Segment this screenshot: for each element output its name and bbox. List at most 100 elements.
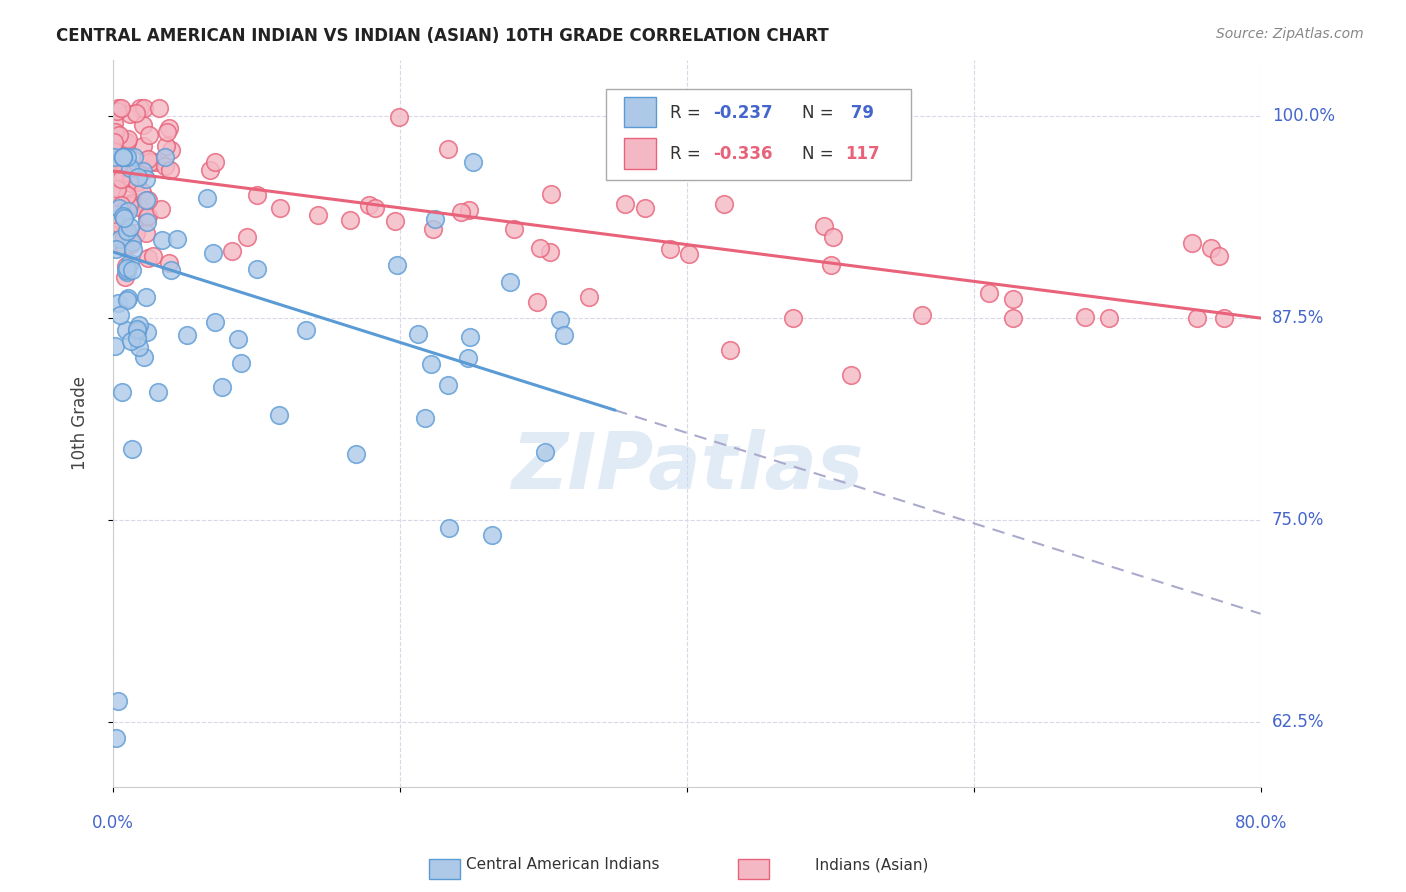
Point [111, 209, 134, 223]
Point [143, 155, 166, 169]
Point [339, 212, 361, 227]
Point [540, 187, 562, 202]
Point [120, 196, 142, 211]
Point [150, 233, 173, 247]
Point [236, 230, 259, 244]
Point [103, 233, 125, 247]
Point [121, 161, 143, 175]
Point [112, 239, 135, 253]
Point [1074, 310, 1097, 324]
Point [135, 194, 157, 208]
Point [820, 258, 842, 272]
Point [104, 143, 127, 157]
Text: 80.0%: 80.0% [1234, 814, 1286, 832]
Point [115, 224, 138, 238]
Point [138, 251, 160, 265]
Point [135, 211, 157, 225]
Point [437, 142, 460, 156]
Point [153, 149, 176, 163]
Point [105, 731, 128, 746]
Point [108, 232, 131, 246]
Point [138, 209, 160, 223]
Point [364, 201, 387, 215]
Point [112, 149, 135, 163]
Point [1181, 235, 1204, 250]
Point [195, 191, 218, 205]
Point [128, 200, 150, 214]
Point [1098, 311, 1121, 326]
Point [159, 162, 181, 177]
Point [122, 149, 145, 163]
Point [124, 195, 146, 210]
FancyBboxPatch shape [606, 88, 911, 179]
Point [124, 226, 146, 240]
Text: ZIPatlas: ZIPatlas [510, 429, 863, 505]
Point [578, 290, 600, 304]
Point [107, 163, 129, 178]
Point [114, 262, 136, 277]
Point [387, 258, 409, 272]
Point [228, 332, 250, 346]
Point [150, 202, 173, 217]
Point [115, 199, 138, 213]
Point [115, 259, 138, 273]
Point [419, 357, 441, 371]
Text: 75.0%: 75.0% [1272, 511, 1324, 529]
Point [111, 149, 134, 163]
Text: 0.0%: 0.0% [91, 814, 134, 832]
Text: R =: R = [669, 145, 706, 163]
Point [678, 247, 700, 261]
Point [458, 202, 481, 217]
Point [1001, 292, 1024, 306]
Point [127, 324, 149, 338]
Text: Central American Indians: Central American Indians [465, 857, 659, 872]
Point [110, 172, 132, 186]
Point [198, 163, 221, 178]
Point [110, 101, 132, 115]
Point [211, 379, 233, 393]
Point [463, 154, 485, 169]
Point [307, 208, 329, 222]
Point [105, 103, 128, 118]
Text: N =: N = [801, 145, 838, 163]
Point [103, 135, 125, 149]
Point [110, 198, 132, 212]
Point [107, 217, 129, 231]
Point [125, 105, 148, 120]
Point [103, 116, 125, 130]
Point [136, 194, 159, 208]
Point [634, 202, 657, 216]
Point [221, 244, 243, 258]
Point [135, 226, 157, 240]
Point [1213, 311, 1236, 326]
Point [839, 368, 862, 382]
Point [204, 155, 226, 169]
Point [120, 170, 142, 185]
Point [437, 378, 460, 392]
Point [114, 226, 136, 240]
Bar [738, 859, 769, 879]
Point [104, 151, 127, 165]
Point [118, 107, 141, 121]
Point [499, 275, 522, 289]
Point [529, 241, 551, 255]
Point [406, 326, 429, 341]
Point [132, 351, 155, 365]
Point [127, 322, 149, 336]
Point [1001, 311, 1024, 326]
Point [294, 323, 316, 337]
Point [423, 212, 446, 227]
Point [134, 101, 156, 115]
Point [659, 242, 682, 256]
Text: 117: 117 [845, 145, 880, 163]
Point [132, 139, 155, 153]
Point [128, 339, 150, 353]
Point [614, 196, 637, 211]
Point [105, 182, 128, 196]
Point [176, 327, 198, 342]
Point [115, 149, 138, 163]
Point [503, 222, 526, 236]
Bar [624, 96, 655, 128]
Point [136, 215, 159, 229]
Bar [624, 138, 655, 169]
